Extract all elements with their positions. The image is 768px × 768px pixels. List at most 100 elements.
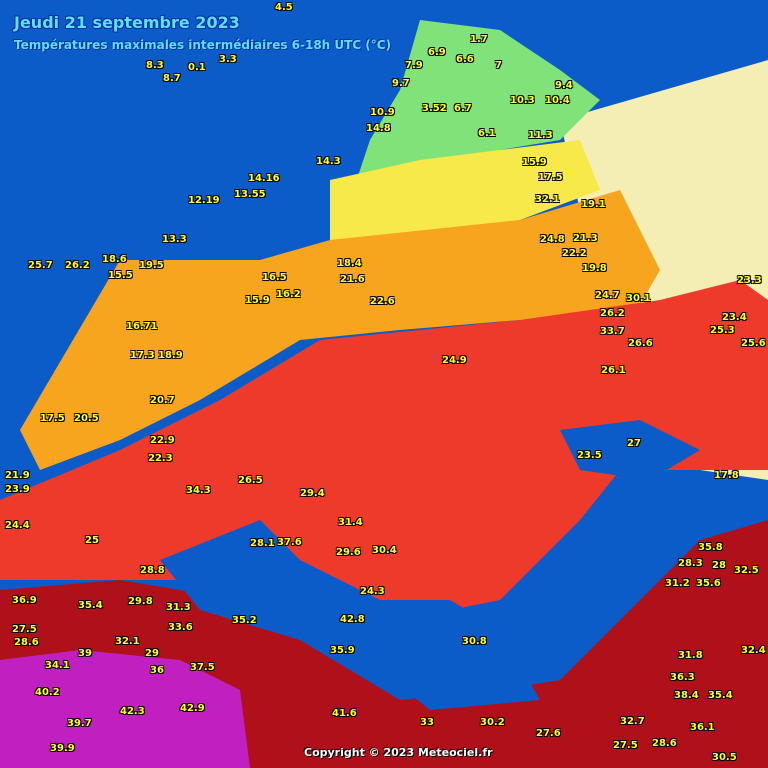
temperature-label: 23.5 xyxy=(577,450,602,461)
temperature-label: 23.9 xyxy=(5,484,30,495)
temperature-label: 32.1 xyxy=(535,194,560,205)
temperature-label: 6.7 xyxy=(454,103,472,114)
temperature-label: 35.8 xyxy=(698,542,723,553)
temperature-label: 17.8 xyxy=(714,470,739,481)
temperature-label: 15.9 xyxy=(245,295,270,306)
temperature-label: 19.1 xyxy=(581,199,606,210)
temperature-label: 26.1 xyxy=(601,365,626,376)
temperature-label: 30.5 xyxy=(712,752,737,763)
temperature-label: 28.8 xyxy=(140,565,165,576)
temperature-label: 27 xyxy=(627,438,641,449)
temperature-label: 30.1 xyxy=(626,293,651,304)
temperature-label: 16.5 xyxy=(262,272,287,283)
region-central-warm xyxy=(20,190,660,470)
temperature-label: 3.52 xyxy=(422,103,447,114)
temperature-label: 20.7 xyxy=(150,395,175,406)
region-black-sea xyxy=(560,420,700,480)
temperature-label: 27.6 xyxy=(536,728,561,739)
temperature-label: 9.4 xyxy=(555,80,573,91)
temperature-label: 22.3 xyxy=(148,453,173,464)
temperature-label: 16.2 xyxy=(276,289,301,300)
temperature-label: 14.8 xyxy=(366,123,391,134)
temperature-label: 27.5 xyxy=(613,740,638,751)
temperature-label: 19.5 xyxy=(139,260,164,271)
temperature-label: 24.4 xyxy=(5,520,30,531)
temperature-label: 31.8 xyxy=(678,650,703,661)
temperature-label: 18.4 xyxy=(337,258,362,269)
temperature-label: 3.3 xyxy=(219,54,237,65)
temperature-label: 14.16 xyxy=(248,173,280,184)
temperature-label: 33.7 xyxy=(600,326,625,337)
temperature-label: 26.2 xyxy=(65,260,90,271)
temperature-label: 42.3 xyxy=(120,706,145,717)
temperature-label: 37.6 xyxy=(277,537,302,548)
temperature-label: 15.9 xyxy=(522,157,547,168)
temperature-label: 22.9 xyxy=(150,435,175,446)
temperature-label: 21.9 xyxy=(5,470,30,481)
temperature-label: 15.5 xyxy=(108,270,133,281)
temperature-label: 37.5 xyxy=(190,662,215,673)
temperature-label: 35.4 xyxy=(78,600,103,611)
temperature-label: 25 xyxy=(85,535,99,546)
temperature-label: 28.6 xyxy=(652,738,677,749)
region-scandinavia-cold xyxy=(350,20,600,200)
temperature-label: 35.6 xyxy=(696,578,721,589)
temperature-label: 13.55 xyxy=(234,189,266,200)
temperature-label: 33 xyxy=(420,717,434,728)
temperature-label: 29.6 xyxy=(336,547,361,558)
temperature-label: 20.5 xyxy=(74,413,99,424)
temperature-label: 24.8 xyxy=(540,234,565,245)
temperature-label: 32.7 xyxy=(620,716,645,727)
temperature-label: 26.5 xyxy=(238,475,263,486)
temperature-label: 13.3 xyxy=(162,234,187,245)
temperature-label: 18.9 xyxy=(158,350,183,361)
temperature-label: 42.8 xyxy=(340,614,365,625)
temperature-label: 32.1 xyxy=(115,636,140,647)
temperature-label: 8.3 xyxy=(146,60,164,71)
temperature-label: 22.6 xyxy=(370,296,395,307)
temperature-label: 10.9 xyxy=(370,107,395,118)
temperature-label: 8.7 xyxy=(163,73,181,84)
temperature-label: 41.6 xyxy=(332,708,357,719)
temperature-label: 28.3 xyxy=(678,558,703,569)
temperature-label: 31.2 xyxy=(665,578,690,589)
temperature-label: 35.9 xyxy=(330,645,355,656)
temperature-label: 26.2 xyxy=(600,308,625,319)
temperature-label: 29.8 xyxy=(128,596,153,607)
temperature-label: 19.8 xyxy=(582,263,607,274)
temperature-label: 30.8 xyxy=(462,636,487,647)
temperature-label: 0.1 xyxy=(188,62,206,73)
temperature-label: 27.5 xyxy=(12,624,37,635)
temperature-label: 34.3 xyxy=(186,485,211,496)
temperature-label: 23.3 xyxy=(737,275,762,286)
temperature-label: 30.2 xyxy=(480,717,505,728)
temperature-label: 33.6 xyxy=(168,622,193,633)
temperature-label: 36.1 xyxy=(690,722,715,733)
temperature-label: 21.6 xyxy=(340,274,365,285)
temperature-label: 28.6 xyxy=(14,637,39,648)
region-north-mild xyxy=(330,140,600,240)
region-sahara-extreme xyxy=(0,650,250,768)
temperature-label: 36.3 xyxy=(670,672,695,683)
temperature-label: 35.4 xyxy=(708,690,733,701)
temperature-label: 32.5 xyxy=(734,565,759,576)
temperature-label: 29 xyxy=(145,648,159,659)
temperature-label: 10.3 xyxy=(510,95,535,106)
temperature-label: 31.3 xyxy=(166,602,191,613)
temperature-label: 22.2 xyxy=(562,248,587,259)
copyright: Copyright © 2023 Meteociel.fr xyxy=(304,746,493,759)
temperature-label: 38.4 xyxy=(674,690,699,701)
temperature-label: 36.9 xyxy=(12,595,37,606)
temperature-label: 23.4 xyxy=(722,312,747,323)
temperature-label: 25.6 xyxy=(741,338,766,349)
temperature-label: 12.19 xyxy=(188,195,220,206)
temperature-label: 24.9 xyxy=(442,355,467,366)
temperature-label: 39.9 xyxy=(50,743,75,754)
temperature-label: 6.1 xyxy=(478,128,496,139)
temperature-label: 14.3 xyxy=(316,156,341,167)
map-title: Jeudi 21 septembre 2023 xyxy=(14,13,240,32)
temperature-label: 17.3 xyxy=(130,350,155,361)
temperature-label: 25.3 xyxy=(710,325,735,336)
temperature-label: 18.6 xyxy=(102,254,127,265)
